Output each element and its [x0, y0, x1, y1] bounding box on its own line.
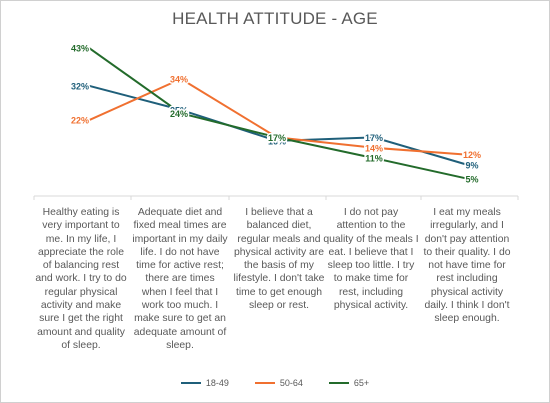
category-label-4: I do not pay attention to the quality of… [323, 207, 419, 312]
data-label-50-64-2: 34% [170, 74, 188, 84]
data-label-18-49-2: 25% [170, 105, 188, 115]
legend-label-50-64: 50-64 [279, 378, 303, 388]
data-label-65-plus-2: 24% [170, 109, 188, 119]
category-label-5: I eat my meals irregularly, and I don't … [423, 207, 511, 325]
legend-swatch-18-49 [180, 382, 201, 384]
legend-label-18-49: 18-49 [205, 378, 229, 388]
data-label-65-plus-5: 5% [465, 174, 478, 184]
data-label-65-plus-3: 17% [268, 133, 286, 143]
chart-title: HEALTH ATTITUDE - AGE [172, 9, 378, 28]
legend-swatch-65-plus [328, 382, 349, 384]
legend-label-65-plus: 65+ [353, 378, 370, 388]
series-line-18-49 [88, 84, 469, 166]
data-label-65-plus-1: 43% [71, 43, 89, 53]
data-label-50-64-4: 14% [365, 143, 383, 153]
legend-item-50-64: 50-64 [254, 378, 303, 388]
category-label-3: I believe that a balanced diet, regular … [233, 207, 325, 312]
data-label-50-64-1: 22% [71, 116, 89, 126]
legend-item-18-49: 18-49 [180, 378, 229, 388]
data-label-18-49-3: 16% [268, 136, 286, 146]
legend-item-65-plus: 65+ [328, 378, 370, 388]
series-line-65-plus [88, 47, 469, 180]
data-label-65-plus-4: 11% [365, 154, 383, 164]
category-label-2: Adequate diet and fixed meal times are i… [132, 207, 228, 351]
legend: 18-49 50-64 65+ [1, 375, 549, 391]
category-label-1: Healthy eating is very important to me. … [35, 207, 127, 351]
data-label-50-64-3: 17% [268, 133, 286, 143]
data-label-18-49-1: 32% [71, 81, 89, 91]
legend-swatch-50-64 [254, 382, 275, 384]
data-label-18-49-5: 9% [465, 161, 478, 171]
data-label-50-64-5: 12% [463, 150, 481, 160]
data-label-18-49-4: 17% [365, 133, 383, 143]
